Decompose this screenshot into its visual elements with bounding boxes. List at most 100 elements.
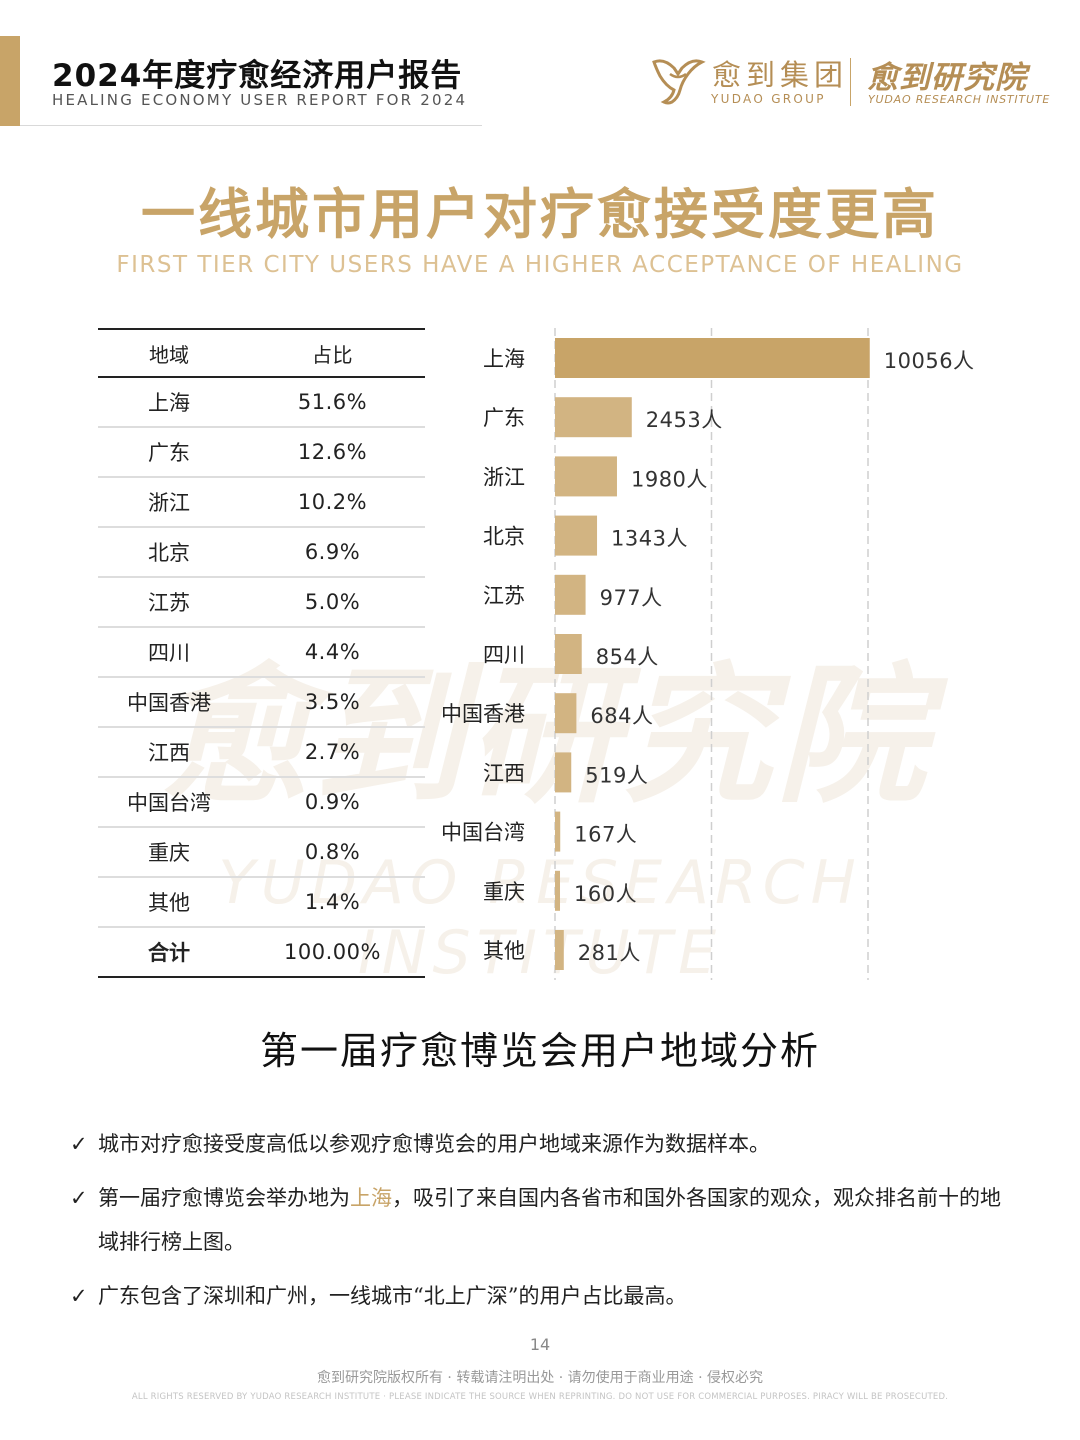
bullet-item: ✓ 城市对疗愈接受度高低以参观疗愈博览会的用户地域来源作为数据样本。 [70, 1122, 1010, 1166]
group-name-en: YUDAO GROUP [711, 92, 826, 106]
region-cell: 北京 [148, 541, 190, 565]
highlight-city: 上海 [350, 1186, 392, 1210]
chart-category-label: 中国香港 [441, 702, 525, 726]
share-cell: 0.8% [304, 840, 361, 864]
share-cell: 51.6% [297, 390, 368, 414]
chart-category-label: 江西 [483, 761, 525, 785]
bullet-text-suffix: ，吸引了来自国内各省市和国外各国家的观众，观众排名前十的地域排行榜上图。 [98, 1186, 1001, 1254]
institute-name-cn: 愈到研究院 [867, 60, 1027, 96]
share-cell: 3.5% [304, 690, 361, 714]
chart-value-label: 167人 [574, 823, 637, 847]
share-cell: 5.0% [304, 590, 361, 614]
header-accent-bar [0, 36, 20, 126]
bullet-item: ✓ 广东包含了深圳和广州，一线城市“北上广深”的用户占比最高。 [70, 1274, 1010, 1318]
table-row: 重庆 0.8% [98, 828, 425, 878]
chart-value-label: 854人 [596, 645, 659, 669]
region-cell: 其他 [148, 891, 190, 915]
header-divider [20, 125, 482, 126]
region-cell: 中国台湾 [127, 791, 211, 815]
column-header-region: 地域 [149, 342, 189, 367]
region-cell: 重庆 [148, 841, 190, 865]
region-cell: 广东 [148, 441, 190, 465]
total-share: 100.00% [284, 940, 381, 964]
chart-category-label: 中国台湾 [441, 821, 525, 845]
table-header-row: 地域 占比 [98, 328, 425, 378]
bullet-text: 城市对疗愈接受度高低以参观疗愈博览会的用户地域来源作为数据样本。 [98, 1132, 770, 1156]
share-cell: 2.7% [304, 740, 361, 764]
check-icon: ✓ [70, 1132, 88, 1156]
table-row: 四川 4.4% [98, 628, 425, 678]
section-title: 第一届疗愈博览会用户地域分析 [259, 1029, 820, 1073]
share-cell: 10.2% [297, 490, 368, 514]
yudao-logo-icon [652, 59, 706, 105]
chart-bar [555, 930, 564, 970]
chart-bar [555, 515, 598, 556]
chart-bar [555, 634, 582, 674]
chart-category-label: 广东 [483, 406, 525, 430]
chart-category-label: 重庆 [483, 880, 525, 904]
footer-copyright-cn: 愈到研究院版权所有 · 转载请注明出处 · 请勿使用于商业用途 · 侵权必究 [316, 1370, 764, 1386]
report-subtitle: HEALING ECONOMY USER REPORT FOR 2024 [52, 91, 468, 109]
chart-value-label: 160人 [574, 882, 637, 906]
chart-value-label: 519人 [585, 763, 648, 787]
chart-bar [555, 752, 572, 793]
region-cell: 浙江 [148, 491, 190, 515]
table-row: 浙江 10.2% [98, 478, 425, 528]
chart-value-label: 977人 [600, 586, 663, 610]
share-cell: 12.6% [297, 440, 368, 464]
region-cell: 四川 [148, 641, 190, 665]
region-cell: 中国香港 [127, 691, 211, 715]
bullet-text-prefix: 第一届疗愈博览会举办地为 [98, 1186, 350, 1210]
region-cell: 上海 [148, 391, 190, 415]
watermark-cn: 愈到研究院 [159, 650, 930, 824]
chart-category-label: 北京 [483, 525, 525, 549]
chart-value-label: 684人 [590, 704, 653, 728]
chart-category-label: 四川 [483, 643, 525, 667]
chart-category-label: 江苏 [483, 584, 525, 608]
chart-bar [555, 693, 577, 734]
chart-value-label: 10056人 [884, 349, 975, 373]
chart-bar [555, 456, 617, 497]
check-icon: ✓ [70, 1284, 88, 1308]
chart-category-label: 浙江 [483, 465, 525, 489]
chart-category-label: 其他 [483, 939, 525, 963]
chart-category-label: 上海 [483, 347, 525, 371]
share-cell: 1.4% [304, 890, 361, 914]
bullet-item: ✓ 第一届疗愈博览会举办地为上海，吸引了来自国内各省市和国外各国家的观众，观众排… [70, 1176, 1010, 1264]
group-name-cn: 愈到集团 [712, 58, 849, 92]
bullet-text: 第一届疗愈博览会举办地为上海，吸引了来自国内各省市和国外各国家的观众，观众排名前… [98, 1176, 1010, 1264]
region-cell: 江苏 [148, 591, 190, 615]
chart-value-label: 1980人 [631, 467, 708, 491]
chart-value-label: 1343人 [611, 527, 688, 551]
table-row: 上海 51.6% [98, 378, 425, 428]
institute-name-en: YUDAO RESEARCH INSTITUTE [868, 93, 1051, 106]
table-row: 广东 12.6% [98, 428, 425, 478]
chart-value-label: 2453人 [646, 408, 723, 432]
table-row: 中国台湾 0.9% [98, 778, 425, 828]
check-icon: ✓ [70, 1186, 88, 1210]
footer-copyright-en: ALL RIGHTS RESERVED BY YUDAO RESEARCH IN… [131, 1392, 949, 1402]
table-row: 江西 2.7% [98, 728, 425, 778]
bullet-text: 广东包含了深圳和广州，一线城市“北上广深”的用户占比最高。 [98, 1284, 687, 1308]
table-row: 其他 1.4% [98, 878, 425, 928]
chart-bar [555, 338, 870, 378]
chart-bar [555, 397, 632, 438]
table-row: 北京 6.9% [98, 528, 425, 578]
share-cell: 0.9% [304, 790, 361, 814]
table-row: 中国香港 3.5% [98, 678, 425, 728]
chart-bar [555, 811, 561, 852]
page-subtitle: FIRST TIER CITY USERS HAVE A HIGHER ACCE… [116, 252, 964, 278]
chart-value-label: 281人 [578, 941, 641, 965]
watermark-en: YUDAO RESEARCH INSTITUTE [218, 848, 862, 988]
page-number: 14 [529, 1335, 551, 1354]
column-header-share: 占比 [312, 342, 353, 367]
share-cell: 6.9% [304, 540, 361, 564]
table-row: 江苏 5.0% [98, 578, 425, 628]
region-cell: 江西 [148, 741, 190, 765]
logo-divider [850, 58, 851, 106]
chart-bar [555, 574, 586, 615]
region-share-table: 地域 占比 上海 51.6% 广东 12.6% 浙江 10.2% 北京 6.9%… [98, 328, 425, 978]
table-total-row: 合计 100.00% [98, 928, 425, 978]
share-cell: 4.4% [304, 640, 361, 664]
